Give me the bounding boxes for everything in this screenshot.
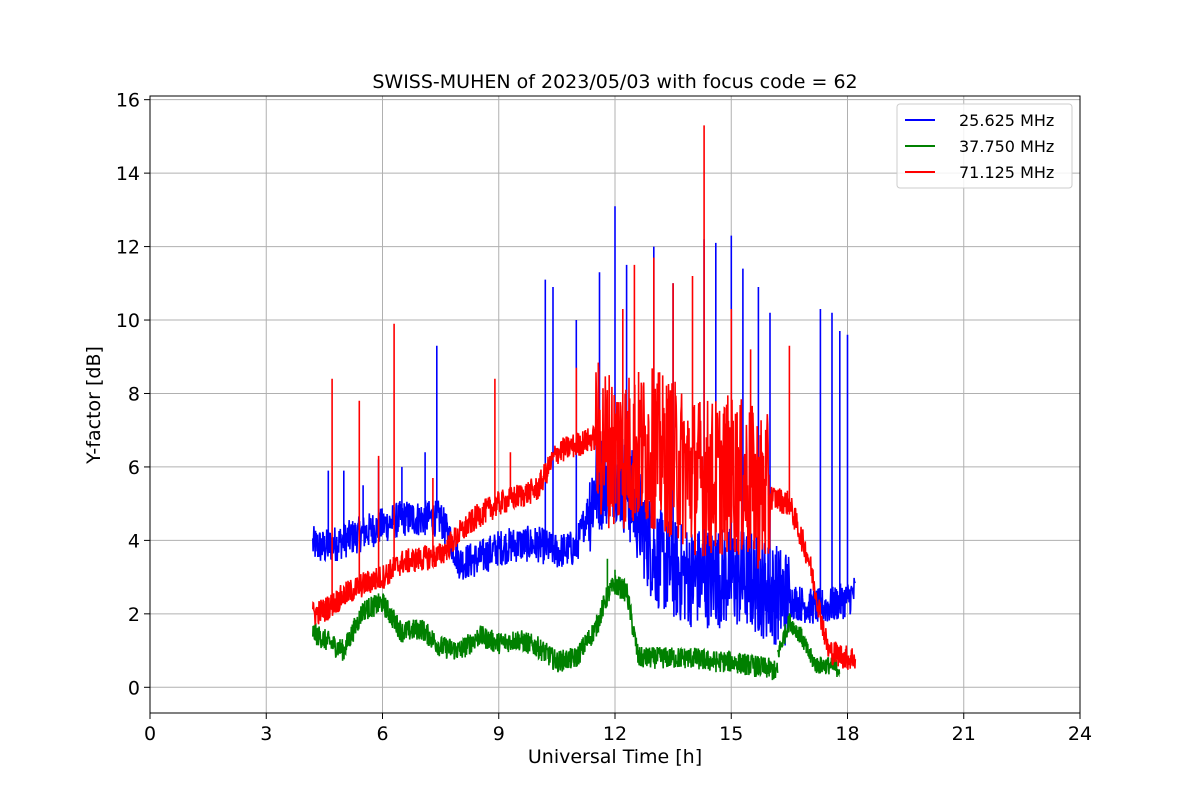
y-tick-label: 4	[128, 530, 140, 552]
x-tick-label: 15	[719, 723, 743, 745]
y-tick-label: 10	[116, 310, 140, 332]
series-line	[312, 558, 779, 681]
y-tick-label: 16	[116, 90, 140, 112]
x-tick-label: 9	[493, 723, 505, 745]
y-tick-label: 6	[128, 457, 140, 479]
series-37-750-mhz	[312, 558, 841, 681]
series-line	[312, 125, 857, 670]
plot-area	[312, 125, 857, 681]
y-tick-label: 14	[116, 163, 140, 185]
x-axis: 0 3 6 9 12 15 18 21 24	[144, 713, 1092, 745]
x-axis-label: Universal Time [h]	[528, 746, 702, 768]
y-axis: 0 2 4 6 8 10 12 14 16	[116, 90, 150, 699]
legend-label: 37.750 MHz	[959, 137, 1054, 156]
y-tick-label: 0	[128, 677, 140, 699]
x-tick-label: 0	[144, 723, 156, 745]
series-line	[312, 206, 856, 646]
legend-label: 25.625 MHz	[959, 111, 1054, 130]
x-tick-label: 18	[835, 723, 859, 745]
y-tick-label: 2	[128, 604, 140, 626]
legend-box	[896, 103, 1073, 189]
legend-label: 71.125 MHz	[959, 163, 1054, 182]
y-tick-label: 8	[128, 383, 140, 405]
x-tick-label: 6	[376, 723, 388, 745]
x-tick-label: 21	[952, 723, 976, 745]
x-tick-label: 24	[1068, 723, 1092, 745]
series-line-segment	[776, 613, 841, 678]
x-tick-label: 3	[260, 723, 272, 745]
legend: 25.625 MHz 37.750 MHz 71.125 MHz	[896, 103, 1073, 189]
chart-title: SWISS-MUHEN of 2023/05/03 with focus cod…	[372, 71, 857, 93]
series-25-625-mhz	[312, 206, 856, 646]
x-tick-label: 12	[603, 723, 627, 745]
y-tick-label: 12	[116, 237, 140, 259]
y-axis-label: Y-factor [dB]	[83, 346, 105, 465]
series-71-125-mhz	[312, 125, 857, 670]
